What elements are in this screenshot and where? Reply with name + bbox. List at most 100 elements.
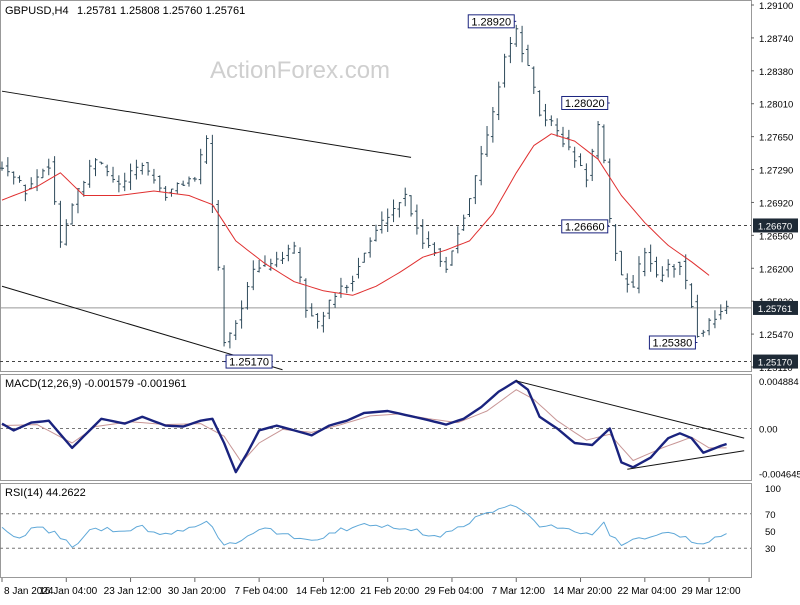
price-bar <box>549 115 554 127</box>
price-bar <box>520 25 525 63</box>
x-tick-label: 8 Jan 2024 <box>4 586 54 597</box>
price-bar <box>128 163 133 190</box>
price-bar <box>116 175 121 193</box>
rsi-title: RSI(14) 44.2622 <box>5 487 86 499</box>
price-bar <box>251 260 256 291</box>
price-bar <box>362 252 367 263</box>
price-bar <box>239 300 244 329</box>
price-bar <box>578 153 583 167</box>
price-bar <box>636 256 641 294</box>
price-bar <box>35 169 40 192</box>
x-tick-label: 14 Mar 20:00 <box>553 586 612 597</box>
price-bar <box>87 159 92 188</box>
price-bar <box>490 106 495 143</box>
x-tick-label: 21 Feb 20:00 <box>360 586 419 597</box>
price-bar <box>303 278 308 318</box>
price-annotation-text: 1.28920 <box>471 16 511 28</box>
price-bar <box>467 198 472 217</box>
price-bar <box>187 176 191 187</box>
price-bar <box>566 129 571 151</box>
price-bar <box>268 258 273 271</box>
price-bar <box>321 311 326 333</box>
x-tick-label: 7 Mar 12:00 <box>492 586 546 597</box>
price-bar <box>485 126 490 157</box>
price-bar <box>122 172 127 192</box>
price-bar <box>461 214 466 231</box>
price-bar <box>338 277 343 298</box>
price-bar <box>58 200 63 248</box>
price-bar <box>262 255 267 267</box>
macd-tick-label: 0.00 <box>759 424 778 435</box>
price-bar <box>40 168 45 179</box>
price-bar <box>146 162 151 176</box>
price-bar <box>134 159 139 180</box>
price-bar <box>0 161 4 171</box>
price-bar <box>502 53 507 88</box>
price-bar <box>151 168 156 184</box>
x-tick-label: 14 Feb 12:00 <box>296 586 355 597</box>
price-bar <box>23 184 28 202</box>
price-bar <box>52 156 57 205</box>
price-level-tag-text: 1.25761 <box>758 304 792 315</box>
price-bar <box>368 237 373 258</box>
price-bar <box>198 148 203 185</box>
price-bar <box>555 118 560 137</box>
price-tick-label: 1.29100 <box>759 1 793 12</box>
price-bar <box>29 177 34 190</box>
price-bar <box>204 135 209 164</box>
price-bar <box>438 247 443 267</box>
price-bar <box>426 231 431 248</box>
watermark: ActionForex.com <box>210 57 390 84</box>
price-bar <box>157 175 162 192</box>
price-bar <box>572 146 577 168</box>
price-bar <box>344 284 349 294</box>
price-bar <box>315 313 320 329</box>
price-bar <box>222 265 227 347</box>
price-bar <box>531 66 536 94</box>
rsi-tick-label: 50 <box>765 527 776 538</box>
price-bar <box>46 158 51 176</box>
price-bar <box>11 171 16 185</box>
price-bar <box>181 180 186 186</box>
price-bar <box>17 175 22 183</box>
macd-trend-line <box>627 450 745 470</box>
price-bar <box>5 157 10 177</box>
price-level-tag-text: 1.25170 <box>758 358 792 369</box>
x-tick-label: 16 Jan 04:00 <box>39 586 97 597</box>
price-bar <box>420 219 425 249</box>
price-bar <box>724 300 729 315</box>
price-bar <box>216 200 221 271</box>
price-bar <box>683 254 688 290</box>
price-tick-label: 1.26560 <box>759 231 793 242</box>
sma-line <box>1 133 710 296</box>
price-bar <box>631 275 636 288</box>
price-bar <box>642 247 647 277</box>
price-bar <box>689 283 694 308</box>
price-bar <box>280 251 285 264</box>
price-bar <box>660 266 665 283</box>
price-bar <box>449 250 454 266</box>
price-bar <box>718 304 723 320</box>
price-bar <box>414 204 419 235</box>
macd-trend-line <box>516 380 745 439</box>
x-tick-label: 29 Mar 12:00 <box>682 586 741 597</box>
price-bar <box>227 332 232 349</box>
price-bar <box>584 163 589 188</box>
price-annotation-text: 1.25380 <box>653 338 693 350</box>
price-bar <box>537 90 542 117</box>
ohlc-label: 1.25781 1.25808 1.25760 1.25761 <box>77 5 245 17</box>
price-annotation-text: 1.26660 <box>565 221 605 233</box>
macd-panel-frame <box>0 374 752 481</box>
price-tick-label: 1.26920 <box>759 198 793 209</box>
price-bar <box>473 175 478 205</box>
price-bar <box>613 224 618 261</box>
price-bar <box>695 294 700 338</box>
price-bar <box>666 259 671 278</box>
price-bar <box>140 162 145 175</box>
price-panel-frame <box>0 0 752 372</box>
price-bar <box>163 186 168 201</box>
price-bar <box>309 303 314 317</box>
price-annotation: 1.25170 <box>224 354 273 369</box>
price-annotation: 1.28920 <box>467 14 517 28</box>
price-channel-line <box>1 90 412 158</box>
